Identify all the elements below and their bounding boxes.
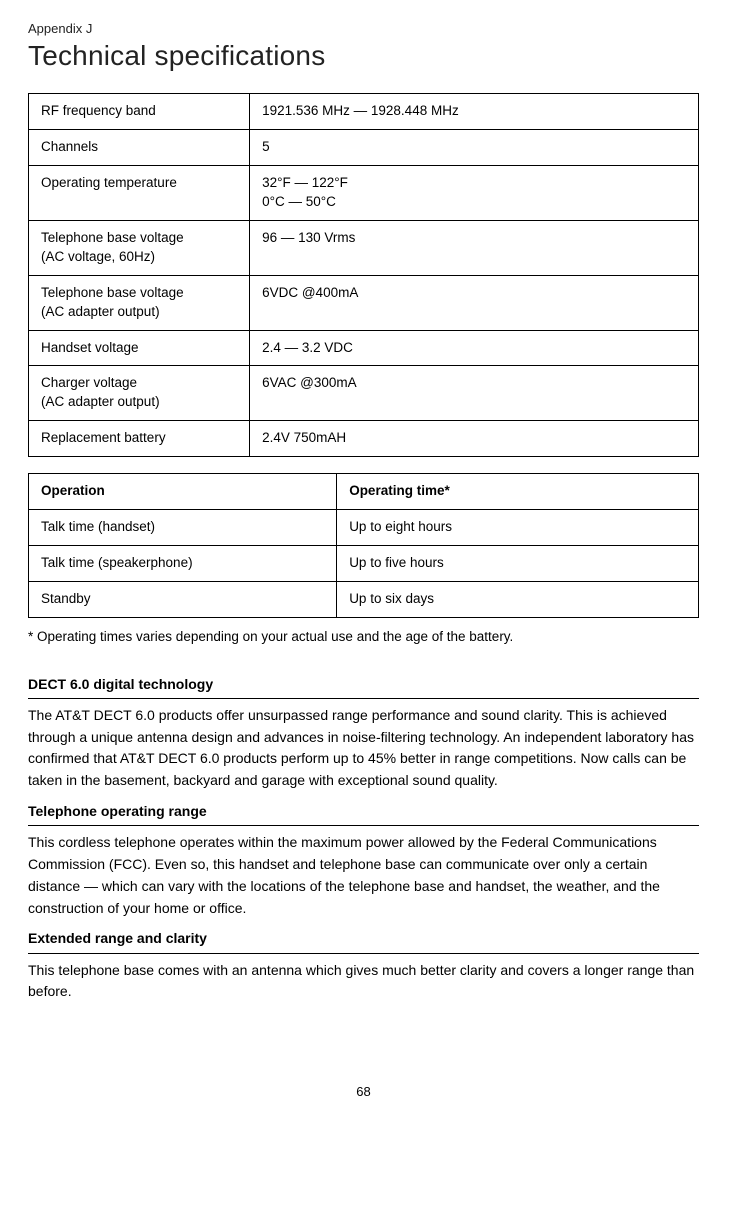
operation-cell: Standby (29, 581, 337, 617)
section-body: The AT&T DECT 6.0 products offer unsurpa… (28, 705, 699, 792)
spec-value: 1921.536 MHz — 1928.448 MHz (250, 94, 699, 130)
spec-label: Replacement battery (29, 421, 250, 457)
spec-label: Charger voltage (AC adapter output) (29, 366, 250, 421)
spec-label: Telephone base voltage (AC voltage, 60Hz… (29, 220, 250, 275)
footnote: * Operating times varies depending on yo… (28, 628, 699, 647)
time-cell: Up to five hours (337, 545, 699, 581)
spec-label: Handset voltage (29, 330, 250, 366)
section-body: This telephone base comes with an antenn… (28, 960, 699, 1003)
table-row: Talk time (handset)Up to eight hours (29, 509, 699, 545)
table-row: Handset voltage2.4 — 3.2 VDC (29, 330, 699, 366)
table-row: RF frequency band1921.536 MHz — 1928.448… (29, 94, 699, 130)
page-number: 68 (28, 1083, 699, 1101)
table-row: Operating temperature32°F — 122°F 0°C — … (29, 166, 699, 221)
section-heading: DECT 6.0 digital technology (28, 675, 699, 700)
spec-value: 6VDC @400mA (250, 275, 699, 330)
operation-cell: Talk time (handset) (29, 509, 337, 545)
section-heading: Extended range and clarity (28, 929, 699, 954)
page-title: Technical specifications (28, 36, 699, 75)
spec-label: Operating temperature (29, 166, 250, 221)
specs-table: RF frequency band1921.536 MHz — 1928.448… (28, 93, 699, 457)
section-heading: Telephone operating range (28, 802, 699, 827)
spec-value: 2.4V 750mAH (250, 421, 699, 457)
operation-cell: Talk time (speakerphone) (29, 545, 337, 581)
spec-value: 32°F — 122°F 0°C — 50°C (250, 166, 699, 221)
header-operation: Operation (29, 474, 337, 510)
section-body: This cordless telephone operates within … (28, 832, 699, 919)
table-row: StandbyUp to six days (29, 581, 699, 617)
table-row: Talk time (speakerphone)Up to five hours (29, 545, 699, 581)
spec-label: RF frequency band (29, 94, 250, 130)
table-row: Charger voltage (AC adapter output)6VAC … (29, 366, 699, 421)
table-row: Telephone base voltage (AC adapter outpu… (29, 275, 699, 330)
spec-label: Telephone base voltage (AC adapter outpu… (29, 275, 250, 330)
time-cell: Up to eight hours (337, 509, 699, 545)
spec-value: 6VAC @300mA (250, 366, 699, 421)
time-cell: Up to six days (337, 581, 699, 617)
table-header-row: Operation Operating time* (29, 474, 699, 510)
spec-value: 5 (250, 130, 699, 166)
table-row: Channels5 (29, 130, 699, 166)
table-row: Replacement battery2.4V 750mAH (29, 421, 699, 457)
spec-label: Channels (29, 130, 250, 166)
spec-value: 96 — 130 Vrms (250, 220, 699, 275)
header-time: Operating time* (337, 474, 699, 510)
spec-value: 2.4 — 3.2 VDC (250, 330, 699, 366)
table-row: Telephone base voltage (AC voltage, 60Hz… (29, 220, 699, 275)
operating-time-table: Operation Operating time* Talk time (han… (28, 473, 699, 618)
